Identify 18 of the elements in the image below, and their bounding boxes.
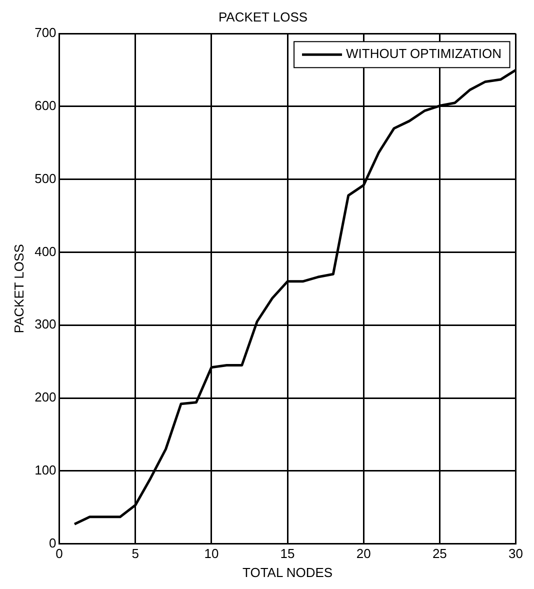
x-tick-label: 30 [508,546,524,562]
y-tick-label: 200 [34,390,56,405]
chart-title: PACKET LOSS [218,9,308,24]
y-axis-title: PACKET LOSS [11,244,26,334]
y-tick-label: 700 [34,25,56,40]
x-tick-label: 20 [356,546,371,562]
y-tick-label: 300 [34,316,56,332]
y-tick-label: 0 [49,535,56,550]
x-axis-title: TOTAL NODES [242,564,333,580]
legend-label: WITHOUT OPTIMIZATION [346,46,502,62]
y-tick-label: 500 [34,170,56,186]
y-tick-label: 100 [34,462,56,478]
y-tick-label: 600 [34,98,56,114]
x-tick-label: 10 [204,546,219,562]
y-tick-label: 400 [34,244,56,259]
x-tick-label: 25 [432,546,447,562]
x-tick-label: 15 [280,546,295,562]
x-tick-label: 5 [132,546,139,562]
